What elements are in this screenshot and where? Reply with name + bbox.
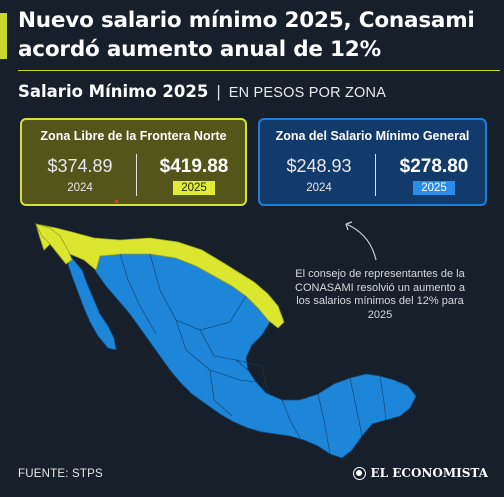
map-baja-california xyxy=(67,257,117,351)
mexico-map-svg xyxy=(35,221,417,459)
zone-card-title: Zona Libre de la Frontera Norte xyxy=(40,129,227,143)
map-baja-north-zone xyxy=(35,223,73,265)
map-state-borders xyxy=(119,253,387,455)
headline: Nuevo salario mínimo 2025, Conasami acor… xyxy=(0,6,504,68)
map-pointer-arrow xyxy=(345,223,377,261)
subtitle-unit: EN PESOS POR ZONA xyxy=(228,85,387,101)
mexico-map xyxy=(0,210,504,460)
zone-card-title: Zona del Salario Mínimo General xyxy=(275,129,470,143)
subtitle: Salario Mínimo 2025 | EN PESOS POR ZONA xyxy=(18,82,386,104)
headline-accent-bar xyxy=(0,13,7,59)
subtitle-separator: | xyxy=(216,82,221,101)
map-pointer-arrowhead xyxy=(345,221,353,231)
annotation-note: El consejo de representantes de la CONAS… xyxy=(295,268,465,321)
zone-new-column: $278.80 2025 xyxy=(380,156,488,196)
subtitle-main: Salario Mínimo 2025 xyxy=(18,82,209,101)
map-frontera-norte-zone xyxy=(35,223,285,329)
footer-brand: EL ECONOMISTA xyxy=(352,466,488,480)
headline-title: Nuevo salario mínimo 2025, Conasami acor… xyxy=(18,8,475,62)
card-divider xyxy=(136,154,137,196)
new-year-badge: 2025 xyxy=(173,181,215,195)
footer-source: FUENTE: STPS xyxy=(18,468,103,480)
zone-card-frontera-norte: Zona Libre de la Frontera Norte $374.89 … xyxy=(20,118,247,206)
brand-name: EL ECONOMISTA xyxy=(370,466,488,480)
previous-amount: $374.89 xyxy=(47,156,113,176)
previous-year: 2024 xyxy=(67,182,93,194)
card-divider xyxy=(375,154,376,196)
new-amount: $419.88 xyxy=(159,156,229,177)
previous-year: 2024 xyxy=(306,182,332,194)
zone-new-column: $419.88 2025 xyxy=(140,156,248,196)
zone-previous-column: $374.89 2024 xyxy=(26,156,134,194)
zone-previous-column: $248.93 2024 xyxy=(265,156,373,194)
new-amount: $278.80 xyxy=(399,156,469,177)
headline-divider xyxy=(18,70,500,71)
red-dot-marker xyxy=(115,200,118,203)
new-year-badge: 2025 xyxy=(413,181,455,195)
previous-amount: $248.93 xyxy=(286,156,352,176)
zone-card-general: Zona del Salario Mínimo General $248.93 … xyxy=(258,118,487,206)
brand-logo-icon xyxy=(352,466,366,480)
